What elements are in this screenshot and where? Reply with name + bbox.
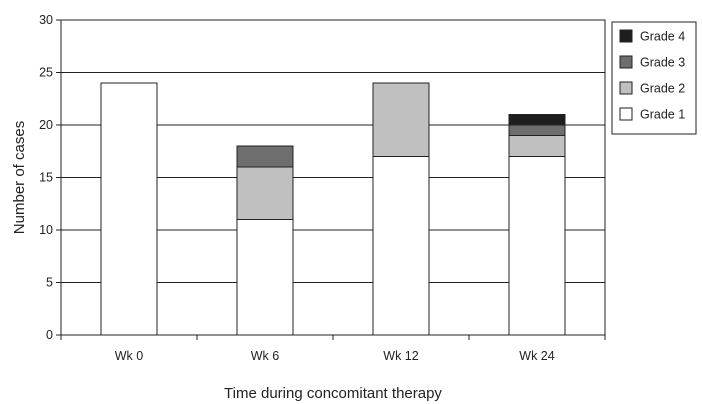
y-tick-label: 10 (39, 223, 53, 237)
bar-segment-grade-1 (100, 82, 158, 336)
bar-segment-grade-2 (372, 82, 430, 157)
x-tick-label: Wk 12 (383, 349, 418, 363)
bar-segment-grade-1 (372, 156, 430, 336)
y-tick-label: 25 (39, 66, 53, 80)
y-axis-title: Number of cases (11, 121, 28, 234)
bar-segment-grade-3 (236, 145, 294, 168)
y-tick-label: 30 (39, 13, 53, 27)
legend-label-grade-3: Grade 3 (640, 56, 685, 70)
legend-swatch-grade-4 (619, 29, 633, 43)
y-axis-ticks: 0 5 10 15 20 25 30 (39, 13, 61, 342)
legend-swatch-grade-3 (619, 55, 633, 69)
bar-segment-grade-1 (508, 156, 566, 336)
y-tick-label: 5 (46, 276, 53, 290)
legend-label-grade-4: Grade 4 (640, 30, 685, 44)
x-tick-label: Wk 6 (251, 349, 280, 363)
y-tick-label: 15 (39, 171, 53, 185)
legend: Grade 4 Grade 3 Grade 2 Grade 1 (611, 21, 697, 135)
x-tick-label: Wk 0 (115, 349, 144, 363)
bar-segment-grade-3 (508, 124, 566, 136)
x-tick-label: Wk 24 (519, 349, 554, 363)
bar-segment-grade-2 (508, 135, 566, 157)
legend-swatch-grade-1 (619, 107, 633, 121)
legend-swatch-grade-2 (619, 81, 633, 95)
x-axis-title: Time during concomitant therapy (224, 385, 442, 402)
bars (100, 82, 566, 336)
legend-label-grade-1: Grade 1 (640, 108, 685, 122)
y-tick-label: 20 (39, 118, 53, 132)
bar-segment-grade-2 (236, 166, 294, 220)
bar-segment-grade-1 (236, 219, 294, 336)
bar-segment-grade-4 (508, 114, 566, 126)
y-tick-label: 0 (46, 328, 53, 342)
x-axis-ticks: Wk 0 Wk 6 Wk 12 Wk 24 (60, 335, 606, 363)
legend-label-grade-2: Grade 2 (640, 82, 685, 96)
